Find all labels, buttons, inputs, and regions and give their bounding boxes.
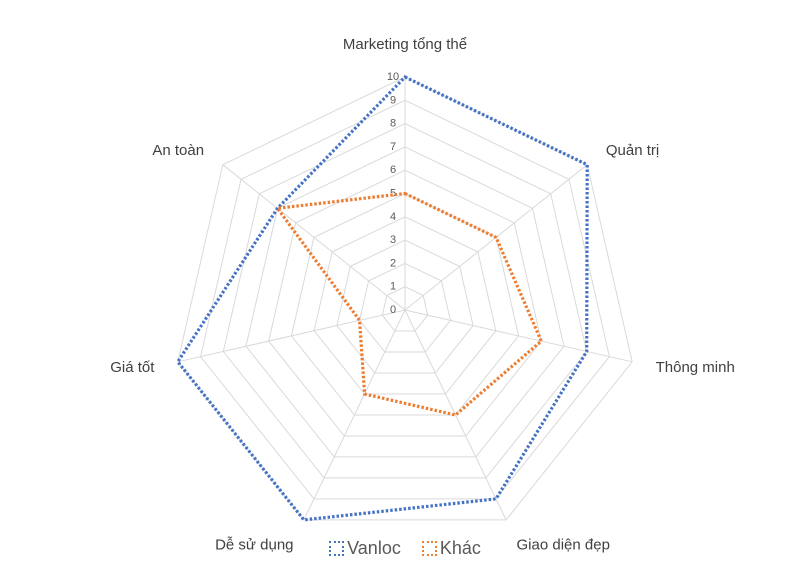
- grid-spoke-4: [303, 309, 406, 521]
- series-line-0: [175, 75, 589, 522]
- tick-label: 5: [390, 188, 396, 200]
- legend-swatch-vanloc: [329, 541, 345, 556]
- grid-ring-8: [222, 123, 588, 479]
- category-label: Dễ sử dụng: [215, 537, 293, 554]
- radial-tick-labels: 0 1 2 3 4 5 6 7 8 9 10: [387, 71, 399, 316]
- tick-label: 3: [390, 234, 396, 246]
- grid-ring-9: [200, 99, 610, 500]
- grid-ring-7: [245, 146, 565, 458]
- category-label: An toàn: [152, 142, 204, 159]
- category-label: Quản trị: [606, 142, 659, 159]
- grid-spoke-2: [404, 309, 633, 363]
- category-label: Thông minh: [656, 359, 735, 376]
- tick-label: 8: [390, 118, 396, 130]
- grid-ring-2: [359, 262, 451, 353]
- grid-spoke-6: [222, 164, 406, 311]
- radar-grid: [177, 76, 633, 521]
- grid-ring-4: [313, 216, 497, 395]
- category-label: Giao diện đẹp: [517, 537, 610, 554]
- legend-swatch-khac: [421, 541, 437, 556]
- tick-label: 7: [390, 141, 396, 153]
- legend-item-vanloc[interactable]: Vanloc: [329, 538, 401, 559]
- grid-ring-10: [177, 76, 633, 521]
- category-label: Marketing tổng thể: [343, 36, 467, 53]
- grid-ring-3: [336, 239, 474, 374]
- tick-label: 4: [390, 211, 396, 223]
- grid-spoke-5: [177, 309, 406, 363]
- tick-label: 6: [390, 164, 396, 176]
- series-layer: [175, 75, 589, 522]
- legend-label-vanloc: Vanloc: [347, 538, 401, 558]
- tick-label: 9: [390, 94, 396, 106]
- tick-label: 1: [390, 281, 396, 293]
- tick-label: 0: [390, 304, 396, 316]
- series-line-1: [274, 191, 544, 417]
- legend: Vanloc Khác: [0, 538, 810, 561]
- tick-label: 10: [387, 71, 399, 83]
- category-label: Giá tốt: [110, 359, 155, 376]
- legend-item-khac[interactable]: Khác: [421, 538, 481, 559]
- grid-ring-1: [381, 286, 429, 332]
- grid-ring-6: [268, 169, 542, 437]
- category-labels: Marketing tổng thể Quản trị Thông minh Giao…: [110, 36, 735, 554]
- legend-label-khac: Khác: [439, 538, 481, 558]
- tick-label: 2: [390, 257, 396, 269]
